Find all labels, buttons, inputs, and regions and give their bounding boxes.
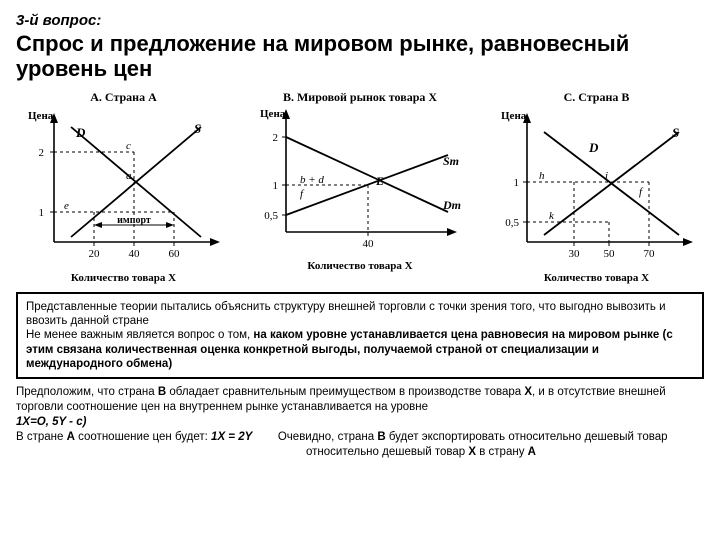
svg-text:40: 40 [362, 238, 374, 250]
b-p2b: A [67, 431, 75, 443]
svg-text:60: 60 [169, 248, 181, 260]
b-p3e: в страну [476, 446, 528, 458]
question-tag: 3-й вопрос: [16, 12, 704, 29]
b-p3f: A [528, 446, 536, 458]
boxed-text: Представленные теории пытались объяснить… [16, 292, 704, 380]
chart-a-xlabel: Количество товара X [16, 272, 231, 284]
svg-text:0,5: 0,5 [505, 217, 519, 229]
chart-b-svg: 0,5 1 2 40 Sm Dm E b + d f Цена [248, 107, 473, 255]
chart-b-title: B. Мировой рынок товара X [248, 90, 473, 105]
svg-text:S: S [672, 125, 679, 140]
b-p2a: В стране [16, 431, 67, 443]
chart-b: B. Мировой рынок товара X 0,5 1 2 40 Sm … [248, 90, 473, 284]
chart-b-xlabel: Количество товара X [248, 260, 473, 272]
b-p1d: X [524, 386, 532, 398]
svg-text:c: c [126, 140, 131, 152]
chart-a-title: A. Страна A [16, 90, 231, 105]
svg-text:1: 1 [39, 207, 45, 219]
svg-text:a: a [126, 170, 132, 182]
chart-a-svg: 1 2 20 40 60 D S c a e импор [16, 107, 231, 267]
svg-text:2: 2 [39, 147, 45, 159]
svg-text:h: h [539, 170, 545, 182]
svg-text:20: 20 [89, 248, 101, 260]
svg-text:e: e [64, 200, 69, 212]
b-p1a: Предположим, что страна [16, 386, 158, 398]
svg-text:b + d: b + d [300, 174, 324, 186]
svg-text:50: 50 [604, 248, 616, 260]
b-p2d: 1X = 2Y [211, 431, 252, 443]
svg-text:D: D [588, 140, 599, 155]
chart-c-xlabel: Количество товара X [489, 272, 704, 284]
svg-text:k: k [549, 210, 555, 222]
b-p3d: X [468, 446, 476, 458]
svg-text:E: E [375, 174, 384, 188]
svg-text:Цена: Цена [28, 110, 54, 122]
chart-c: C. Страна B 0,5 1 30 50 70 D S h [489, 90, 704, 284]
svg-text:0,5: 0,5 [264, 210, 278, 222]
box-p2a: Не менее важным является вопрос о том, [26, 329, 253, 341]
svg-text:D: D [75, 125, 86, 140]
b-p1b: B [158, 386, 166, 398]
svg-text:Цена: Цена [260, 108, 286, 120]
b-p3c2: относительно дешевый товар [306, 446, 468, 458]
b-p1f: 1X=O, 5Y - c) [16, 416, 86, 428]
svg-text:70: 70 [644, 248, 656, 260]
box-p1: Представленные теории пытались объяснить… [26, 301, 666, 327]
svg-text:i: i [605, 170, 608, 182]
b-p3b: B [377, 431, 385, 443]
below-text: Предположим, что страна B обладает сравн… [16, 385, 704, 460]
page-title: Спрос и предложение на мировом рынке, ра… [16, 31, 704, 82]
b-p3a: Очевидно, страна [278, 431, 377, 443]
svg-text:1: 1 [272, 180, 278, 192]
chart-c-title: C. Страна B [489, 90, 704, 105]
b-p2c: соотношение цен будет: [75, 431, 211, 443]
svg-text:f: f [639, 186, 644, 198]
svg-text:40: 40 [129, 248, 141, 260]
b-p3c: будет экспортировать относительно дешевы… [386, 431, 668, 443]
svg-text:1: 1 [514, 177, 520, 189]
svg-text:Цена: Цена [501, 110, 527, 122]
chart-c-svg: 0,5 1 30 50 70 D S h i k f Цена [489, 107, 704, 267]
svg-text:импорт: импорт [117, 215, 151, 226]
svg-text:f: f [300, 188, 305, 200]
b-p1c: обладает сравнительным преимуществом в п… [166, 386, 524, 398]
svg-text:30: 30 [569, 248, 581, 260]
svg-text:Sm: Sm [443, 154, 459, 168]
svg-text:2: 2 [272, 132, 278, 144]
charts-row: A. Страна A 1 2 20 40 60 D S [16, 90, 704, 284]
svg-text:Dm: Dm [442, 198, 461, 212]
chart-a: A. Страна A 1 2 20 40 60 D S [16, 90, 231, 284]
svg-text:S: S [194, 121, 201, 136]
